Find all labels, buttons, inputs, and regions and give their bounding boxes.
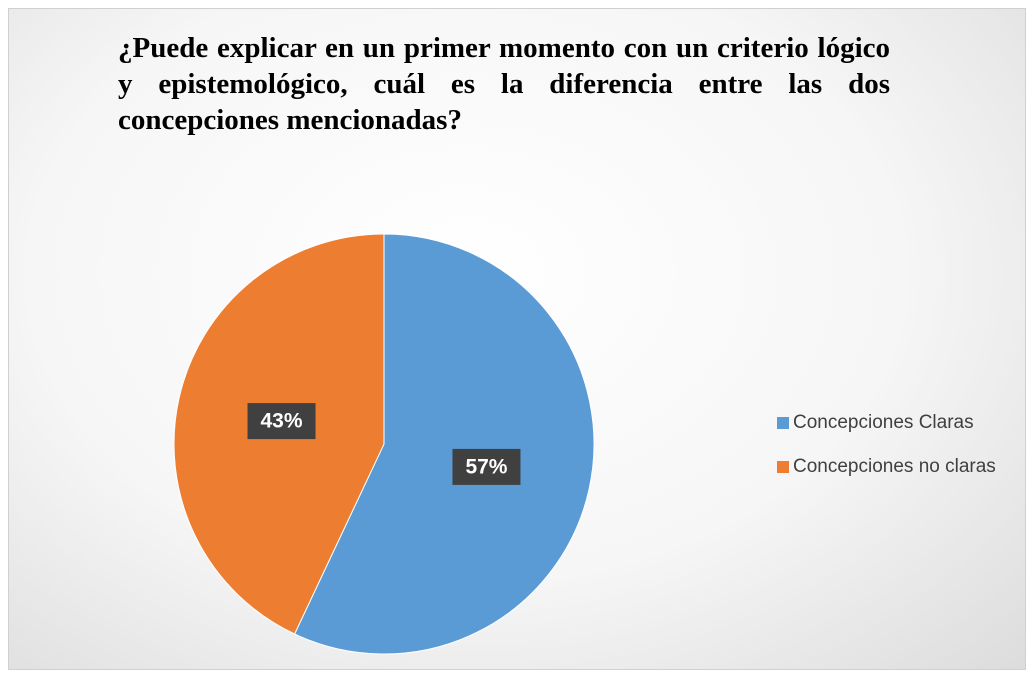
legend-swatch — [777, 461, 789, 473]
legend-label: Concepciones no claras — [793, 456, 996, 477]
label-box — [247, 403, 316, 440]
label-box — [452, 448, 521, 485]
pie-slice — [293, 233, 595, 655]
legend-label: Concepciones Claras — [793, 412, 974, 433]
legend-swatch — [777, 417, 789, 429]
data-label: 57% — [465, 455, 507, 478]
data-label: 43% — [261, 410, 303, 433]
chart-title: ¿Puede explicar en un primer momento con… — [118, 32, 890, 136]
